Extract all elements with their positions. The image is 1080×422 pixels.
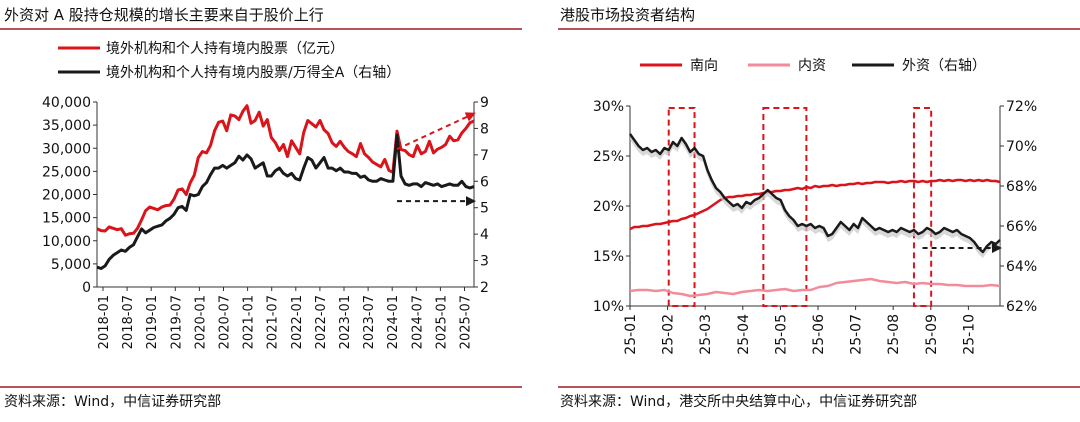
right-x-tick-label: 25-08 bbox=[886, 314, 902, 355]
right-x-tick-label: 25-06 bbox=[811, 314, 827, 355]
left-x-tick-label: 2021-07 bbox=[266, 295, 281, 349]
right-source-note: 资料来源：Wind，港交所中央结算中心，中信证券研究部 bbox=[560, 393, 917, 410]
left-legend-label-1: 境外机构和个人持有境内股票（亿元） bbox=[106, 41, 344, 57]
left-right-tick-label: 5 bbox=[480, 201, 489, 217]
left-legend-label-2: 境外机构和个人持有境内股票/万得全A（右轴） bbox=[106, 64, 400, 81]
right-right-tick-label: 70% bbox=[1006, 139, 1037, 155]
left-x-tick-label: 2024-07 bbox=[410, 295, 425, 349]
right-x-tick-label: 25-05 bbox=[773, 314, 789, 355]
left-x-tick-label: 2022-01 bbox=[290, 295, 305, 349]
left-x-tick-label: 2025-01 bbox=[434, 295, 449, 349]
right-left-tick-label: 25% bbox=[593, 149, 624, 165]
left-right-tick-label: 9 bbox=[480, 95, 489, 111]
right-right-tick-label: 62% bbox=[1006, 299, 1037, 315]
right-left-tick-label: 30% bbox=[593, 99, 624, 115]
left-series-line-1 bbox=[96, 104, 475, 237]
right-x-tick-label: 25-03 bbox=[698, 314, 714, 355]
right-left-tick-label: 10% bbox=[593, 299, 624, 315]
left-x-tick-label: 2021-01 bbox=[242, 295, 257, 349]
left-left-tick-label: 0 bbox=[82, 280, 91, 296]
right-series-line-1 bbox=[629, 178, 1001, 231]
right-x-tick-label: 25-10 bbox=[961, 314, 977, 355]
left-x-tick-label: 2025-07 bbox=[459, 295, 474, 349]
right-x-tick-label: 25-04 bbox=[736, 314, 752, 355]
left-left-tick-label: 20,000 bbox=[42, 188, 91, 204]
right-series-line-2 bbox=[629, 277, 1001, 298]
right-chart: 10% 15% 20% 25% 30% 62% 64% 66% 68% 70% 72% 25-01 25… bbox=[593, 99, 1037, 355]
left-x-tick-label: 2019-07 bbox=[169, 295, 184, 349]
left-left-tick-label: 25,000 bbox=[42, 164, 91, 180]
left-right-tick-label: 4 bbox=[480, 227, 489, 243]
left-x-tick-label: 2024-01 bbox=[386, 295, 401, 349]
right-series-shadow bbox=[630, 134, 1000, 258]
left-x-tick-label: 2020-07 bbox=[218, 295, 233, 349]
left-left-tick-label: 35,000 bbox=[42, 118, 91, 134]
left-x-tick-label: 2019-01 bbox=[145, 295, 160, 349]
left-x-tick-label: 2018-01 bbox=[97, 295, 112, 349]
right-right-tick-label: 66% bbox=[1006, 219, 1037, 235]
left-x-tick-label: 2023-07 bbox=[362, 295, 377, 349]
left-x-tick-label: 2022-07 bbox=[314, 295, 329, 349]
right-highlight-box bbox=[912, 107, 933, 307]
right-x-tick-label: 25-09 bbox=[924, 314, 940, 355]
left-right-tick-label: 6 bbox=[480, 174, 489, 190]
left-source-note: 资料来源：Wind，中信证券研究部 bbox=[4, 394, 221, 410]
right-chart-title: 港股市场投资者结构 bbox=[560, 6, 695, 24]
right-x-tick-label: 25-01 bbox=[623, 314, 639, 355]
left-x-tick-label: 2018-07 bbox=[121, 295, 136, 349]
left-right-tick-label: 8 bbox=[480, 121, 489, 137]
right-right-tick-label: 68% bbox=[1006, 179, 1037, 195]
right-legend-label-2: 内资 bbox=[798, 58, 826, 74]
left-chart-title: 外资对 A 股持仓规模的增长主要来自于股价上行 bbox=[4, 6, 324, 24]
left-chart: 0 5,000 10,000 15,000 20,000 25,000 30,000 35,0… bbox=[42, 95, 489, 349]
right-x-tick-label: 25-07 bbox=[849, 314, 865, 355]
left-left-tick-label: 40,000 bbox=[42, 95, 91, 111]
left-right-tick-label: 3 bbox=[480, 254, 489, 270]
left-x-tick-label: 2023-01 bbox=[338, 295, 353, 349]
right-highlight-box bbox=[667, 107, 696, 307]
left-right-tick-label: 2 bbox=[480, 280, 489, 296]
left-x-tick-label: 2020-01 bbox=[193, 295, 208, 349]
right-left-tick-label: 15% bbox=[593, 249, 624, 265]
left-left-tick-label: 5,000 bbox=[51, 257, 91, 273]
left-left-tick-label: 30,000 bbox=[42, 141, 91, 157]
left-right-tick-label: 7 bbox=[480, 148, 489, 164]
right-x-tick-label: 25-02 bbox=[661, 314, 677, 355]
right-highlight-box bbox=[762, 107, 808, 307]
left-series-line-2 bbox=[96, 133, 475, 270]
right-left-tick-label: 20% bbox=[593, 199, 624, 215]
right-right-tick-label: 72% bbox=[1006, 99, 1037, 115]
left-left-tick-label: 15,000 bbox=[42, 211, 91, 227]
right-right-tick-label: 64% bbox=[1006, 259, 1037, 275]
right-legend-label-3: 外资（右轴） bbox=[902, 58, 986, 74]
left-left-tick-label: 10,000 bbox=[42, 234, 91, 250]
right-legend-label-1: 南向 bbox=[690, 58, 718, 74]
right-series-line-3 bbox=[628, 133, 1001, 254]
